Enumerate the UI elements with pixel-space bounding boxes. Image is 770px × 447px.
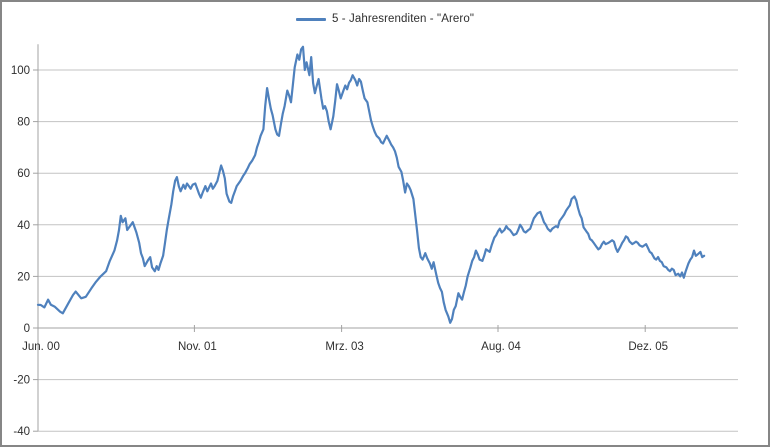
y-axis-tick-label: -40 — [13, 426, 30, 438]
x-axis-tick-label: Mrz. 03 — [325, 341, 363, 353]
y-axis-tick-label: 20 — [17, 271, 30, 283]
y-axis-tick-label: 0 — [24, 323, 30, 335]
y-axis-tick-label: -20 — [13, 375, 30, 387]
x-axis-tick-label: Dez. 05 — [628, 341, 668, 353]
series-line-arero — [36, 45, 706, 324]
y-axis-tick-label: 60 — [17, 168, 30, 180]
x-axis-tick-label: Jun. 00 — [22, 341, 60, 353]
y-axis-tick-label: 100 — [11, 65, 30, 77]
y-axis-tick-label: 80 — [17, 117, 30, 129]
x-axis-tick-label: Nov. 01 — [178, 341, 217, 353]
x-axis-tick-label: Aug. 04 — [481, 341, 521, 353]
y-axis-tick-label: 40 — [17, 220, 30, 232]
